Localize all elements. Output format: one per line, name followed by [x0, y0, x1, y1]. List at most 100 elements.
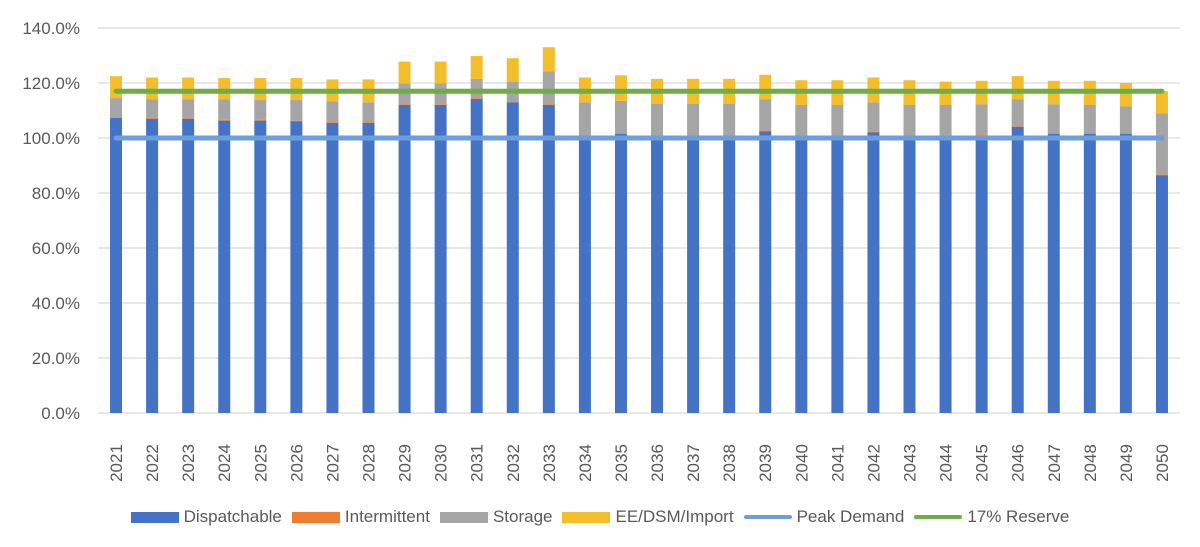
bar-dispatchable: [326, 122, 339, 413]
bar-intermittent: [290, 120, 303, 122]
bar-intermittent: [975, 134, 988, 136]
bar-dispatchable: [218, 120, 231, 414]
bar-dispatchable: [614, 133, 627, 413]
bar-dispatchable: [470, 98, 483, 413]
y-tick-label: 20.0%: [32, 349, 80, 368]
legend-item-intermittent[interactable]: Intermittent: [291, 507, 430, 527]
legend: Dispatchable Intermittent Storage EE/DSM…: [0, 502, 1200, 532]
x-tick-label: 2036: [648, 444, 667, 482]
bar-storage: [326, 101, 339, 123]
x-tick-label: 2021: [107, 444, 126, 482]
x-tick-label: 2027: [323, 444, 342, 482]
legend-item-dispatchable[interactable]: Dispatchable: [130, 507, 282, 527]
legend-item-peak-demand[interactable]: Peak Demand: [743, 507, 904, 527]
bar-ee-dsm-import: [182, 77, 195, 100]
legend-swatch-storage: [439, 511, 488, 523]
bar-intermittent: [759, 130, 772, 132]
bar-storage: [795, 105, 808, 136]
bar-intermittent: [110, 117, 123, 118]
x-tick-label: 2046: [1009, 444, 1028, 482]
legend-item-17-reserve[interactable]: 17% Reserve: [914, 507, 1069, 527]
bar-dispatchable: [867, 132, 880, 413]
x-tick-label: 2022: [143, 444, 162, 482]
bar-storage: [398, 83, 411, 105]
bar-intermittent: [614, 133, 627, 134]
legend-item-storage[interactable]: Storage: [439, 507, 552, 527]
legend-label-17-reserve: 17% Reserve: [967, 507, 1070, 526]
x-tick-label: 2048: [1081, 444, 1100, 482]
bar-dispatchable: [578, 138, 591, 413]
bar-intermittent: [434, 104, 447, 105]
bar-series: [110, 47, 1168, 414]
bar-storage: [687, 103, 700, 136]
bar-storage: [290, 100, 303, 121]
bar-storage: [1083, 105, 1096, 134]
bar-storage: [146, 99, 159, 118]
bar-storage: [470, 78, 483, 99]
x-tick-label: 2040: [792, 444, 811, 482]
bar-intermittent: [867, 131, 880, 133]
bar-ee-dsm-import: [470, 56, 483, 79]
bar-storage: [254, 100, 267, 120]
bar-dispatchable: [687, 136, 700, 413]
bar-dispatchable: [182, 118, 195, 413]
bar-storage: [362, 102, 375, 123]
bar-ee-dsm-import: [110, 76, 123, 99]
x-tick-label: 2050: [1153, 444, 1172, 482]
bar-ee-dsm-import: [1011, 76, 1024, 100]
bar-dispatchable: [506, 102, 519, 413]
bar-storage: [831, 105, 844, 136]
bar-storage: [651, 103, 664, 136]
x-tick-label: 2042: [864, 444, 883, 482]
bar-dispatchable: [759, 131, 772, 413]
y-tick-label: 40.0%: [32, 294, 80, 313]
legend-swatch-17-reserve: [914, 515, 963, 519]
legend-label-intermittent: Intermittent: [344, 507, 430, 526]
y-tick-label: 120.0%: [22, 74, 80, 93]
bar-intermittent: [1083, 133, 1096, 134]
bar-dispatchable: [398, 105, 411, 413]
bar-ee-dsm-import: [146, 77, 159, 100]
x-tick-label: 2035: [612, 444, 631, 482]
x-tick-label: 2038: [720, 444, 739, 482]
bar-storage: [939, 105, 952, 136]
bar-dispatchable: [939, 136, 952, 413]
x-axis-tick-labels: 2021 2022 2023 2024 2025 2026 2027 2028 2029 2030…: [107, 444, 1172, 482]
x-tick-label: 2049: [1117, 444, 1136, 482]
x-tick-label: 2026: [287, 444, 306, 482]
bar-dispatchable: [1011, 127, 1024, 413]
bar-ee-dsm-import: [1119, 83, 1132, 107]
bar-storage: [1119, 106, 1132, 134]
bar-storage: [110, 98, 123, 118]
y-tick-label: 0.0%: [41, 404, 80, 423]
bar-dispatchable: [290, 121, 303, 413]
bar-ee-dsm-import: [506, 58, 519, 82]
x-tick-label: 2023: [179, 444, 198, 482]
x-tick-label: 2045: [973, 444, 992, 482]
y-tick-label: 60.0%: [32, 239, 80, 258]
x-tick-label: 2034: [576, 444, 595, 482]
bar-ee-dsm-import: [542, 47, 555, 72]
bar-dispatchable: [146, 118, 159, 413]
bar-ee-dsm-import: [1155, 91, 1168, 114]
bar-dispatchable: [903, 136, 916, 413]
bar-dispatchable: [362, 122, 375, 413]
bar-storage: [182, 99, 195, 118]
bar-storage: [542, 71, 555, 105]
bar-dispatchable: [1047, 133, 1060, 413]
line-series: [113, 88, 1165, 141]
bar-storage: [759, 99, 772, 131]
bar-intermittent: [1011, 126, 1024, 127]
bar-dispatchable: [1119, 133, 1132, 413]
bar-intermittent: [182, 117, 195, 119]
legend-label-ee-dsm-import: EE/DSM/Import: [615, 507, 734, 526]
bar-dispatchable: [1155, 175, 1168, 413]
legend-item-ee-dsm-import[interactable]: EE/DSM/Import: [562, 507, 734, 527]
bar-storage: [434, 83, 447, 105]
bar-dispatchable: [795, 136, 808, 413]
x-tick-label: 2025: [251, 444, 270, 482]
bar-dispatchable: [254, 120, 267, 414]
bar-storage: [218, 99, 231, 120]
bar-storage: [723, 103, 736, 136]
